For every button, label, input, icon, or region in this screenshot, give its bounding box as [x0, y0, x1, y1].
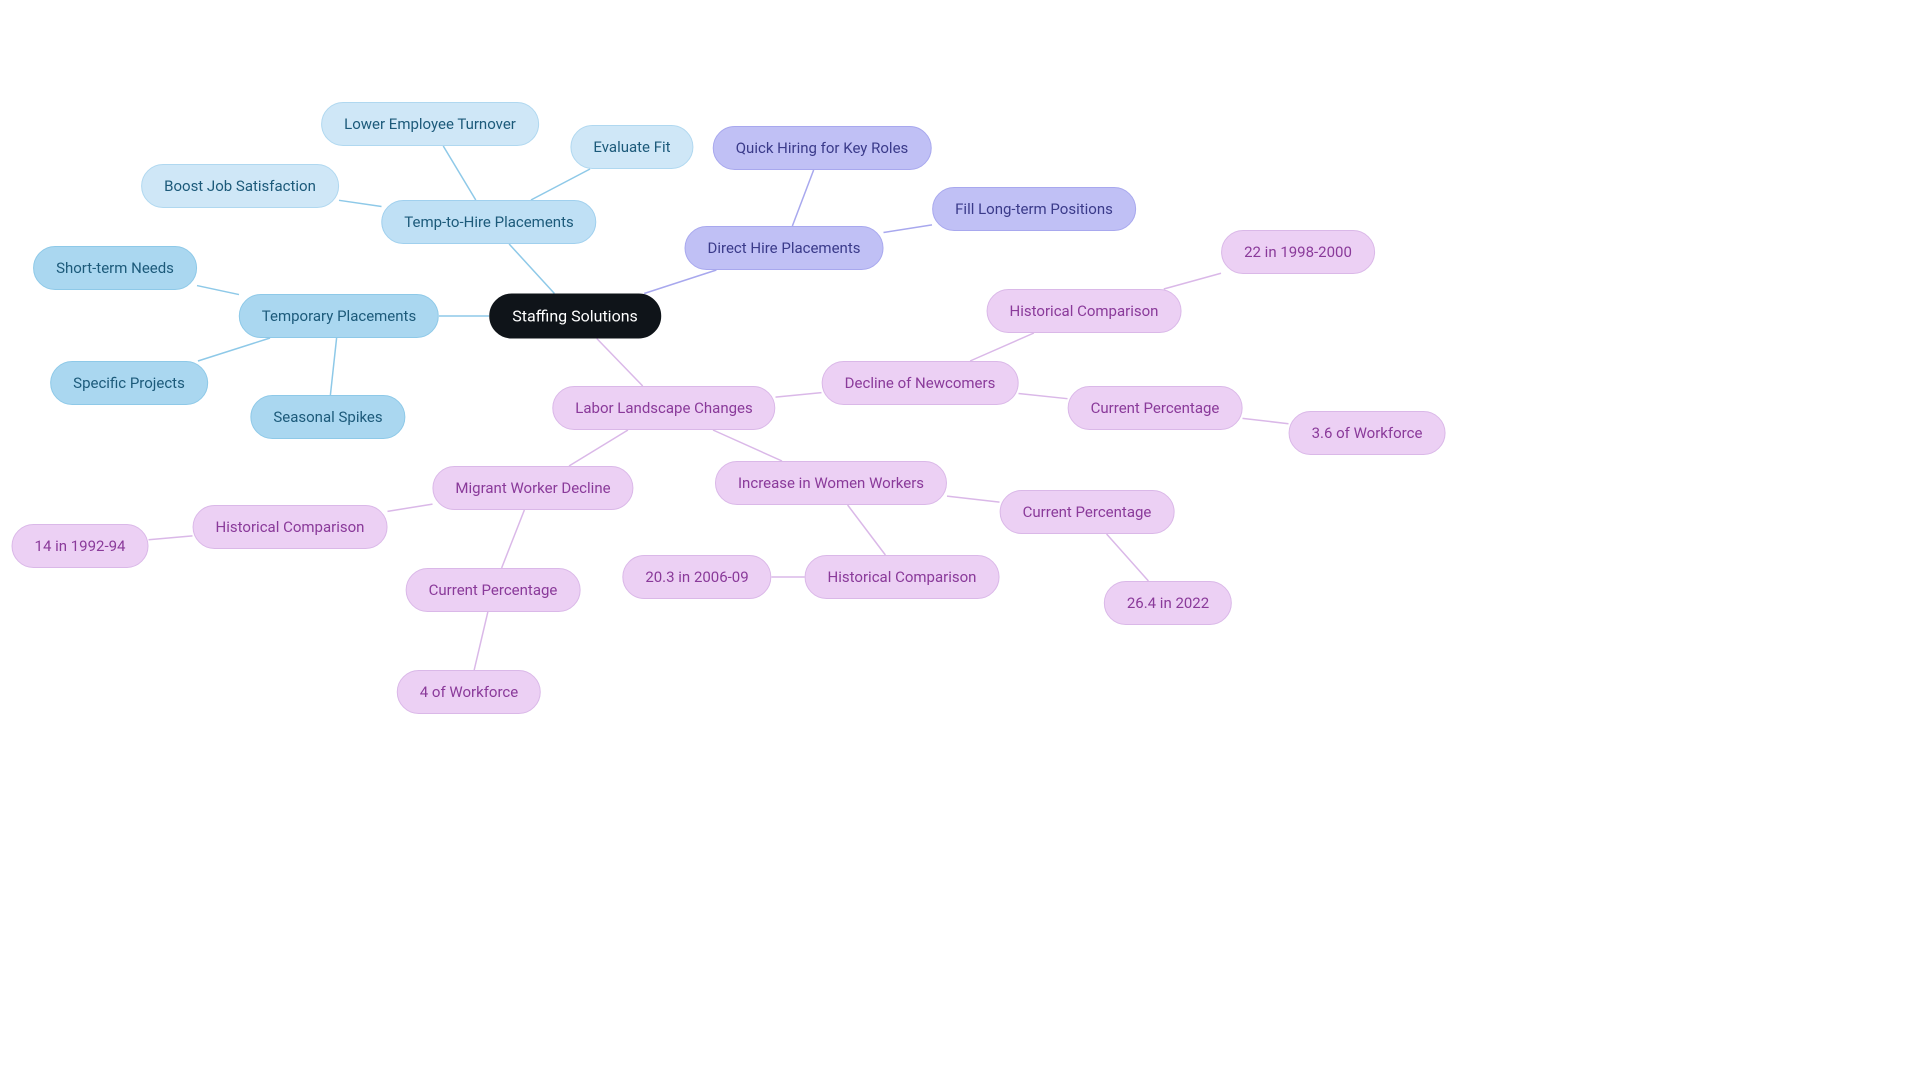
edge-n_hist-n_hist_v [1164, 273, 1221, 289]
node-n_hist: Historical Comparison [987, 289, 1182, 333]
edge-root-direct [644, 270, 716, 294]
edge-t2h-evaluate [531, 169, 590, 200]
edge-migrant-m_hist [388, 504, 433, 511]
node-direct: Direct Hire Placements [685, 226, 884, 270]
node-n_curr: Current Percentage [1068, 386, 1243, 430]
edge-direct-quick [792, 170, 813, 226]
node-labor: Labor Landscape Changes [552, 386, 775, 430]
node-longterm: Fill Long-term Positions [932, 187, 1136, 231]
node-m_curr: Current Percentage [406, 568, 581, 612]
node-t2h: Temp-to-Hire Placements [381, 200, 596, 244]
edge-women-w_curr [947, 496, 1000, 502]
edge-labor-newcomers [776, 393, 822, 397]
edge-t2h-turnover [443, 146, 476, 200]
edge-t2h-satisfaction [339, 200, 382, 206]
node-n_hist_v: 22 in 1998-2000 [1221, 230, 1375, 274]
node-w_hist_v: 20.3 in 2006-09 [622, 555, 771, 599]
edge-w_curr-w_curr_v [1107, 534, 1149, 581]
edge-root-t2h [509, 244, 554, 294]
node-quick: Quick Hiring for Key Roles [713, 126, 932, 170]
node-migrant: Migrant Worker Decline [432, 466, 633, 510]
edge-m_hist-m_hist_v [149, 536, 193, 540]
node-m_curr_v: 4 of Workforce [397, 670, 541, 714]
edge-migrant-m_curr [502, 510, 525, 568]
node-turnover: Lower Employee Turnover [321, 102, 539, 146]
node-temp: Temporary Placements [239, 294, 439, 338]
edge-newcomers-n_curr [1019, 393, 1068, 398]
node-w_hist: Historical Comparison [805, 555, 1000, 599]
edge-temp-seasonal [330, 338, 336, 395]
node-evaluate: Evaluate Fit [570, 125, 693, 169]
node-seasonal: Seasonal Spikes [250, 395, 405, 439]
edge-newcomers-n_hist [970, 333, 1034, 361]
edge-n_curr-n_curr_v [1243, 418, 1289, 423]
node-n_curr_v: 3.6 of Workforce [1289, 411, 1446, 455]
node-women: Increase in Women Workers [715, 461, 947, 505]
edge-temp-projects [198, 338, 270, 361]
edge-root-labor [597, 339, 643, 387]
node-satisfaction: Boost Job Satisfaction [141, 164, 339, 208]
node-m_hist: Historical Comparison [193, 505, 388, 549]
node-w_curr_v: 26.4 in 2022 [1104, 581, 1232, 625]
node-m_hist_v: 14 in 1992-94 [12, 524, 149, 568]
node-projects: Specific Projects [50, 361, 208, 405]
edge-women-w_hist [848, 505, 886, 555]
node-newcomers: Decline of Newcomers [822, 361, 1019, 405]
edge-m_curr-m_curr_v [474, 612, 488, 670]
node-shortterm: Short-term Needs [33, 246, 197, 290]
edge-direct-longterm [884, 225, 933, 233]
node-w_curr: Current Percentage [1000, 490, 1175, 534]
node-root: Staffing Solutions [489, 294, 661, 339]
edge-temp-shortterm [197, 286, 239, 295]
edge-labor-migrant [569, 430, 628, 466]
edge-labor-women [713, 430, 782, 461]
